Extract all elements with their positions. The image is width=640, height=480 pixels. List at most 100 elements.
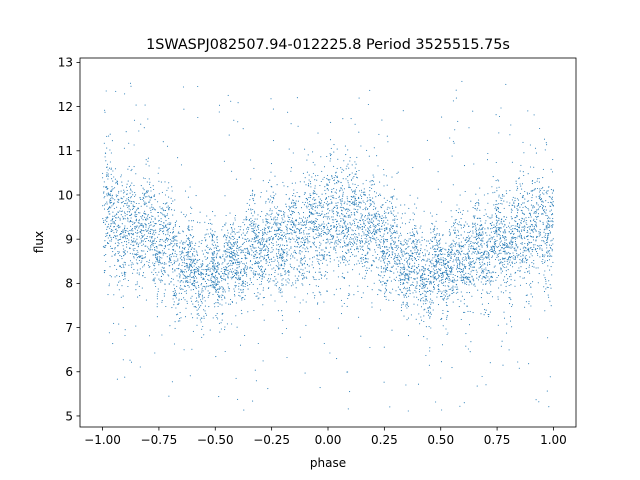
data-point bbox=[498, 229, 501, 231]
data-point bbox=[297, 125, 299, 127]
data-point bbox=[483, 194, 485, 196]
data-point bbox=[493, 231, 495, 233]
data-point bbox=[140, 262, 142, 264]
data-point bbox=[482, 270, 484, 272]
data-point bbox=[478, 238, 480, 240]
data-point bbox=[493, 249, 496, 251]
data-point bbox=[388, 250, 390, 253]
data-point bbox=[364, 243, 366, 245]
data-point bbox=[397, 255, 399, 257]
data-point bbox=[547, 224, 549, 226]
data-point bbox=[389, 201, 391, 203]
data-point bbox=[116, 196, 118, 198]
data-point bbox=[365, 240, 367, 242]
data-point bbox=[535, 209, 538, 211]
data-point bbox=[286, 253, 288, 255]
data-point bbox=[530, 247, 532, 249]
data-point bbox=[421, 273, 424, 275]
data-point bbox=[125, 241, 128, 243]
data-point bbox=[439, 259, 441, 261]
data-point bbox=[285, 206, 287, 208]
data-point bbox=[393, 243, 395, 246]
data-point bbox=[180, 298, 183, 300]
data-point bbox=[143, 200, 145, 202]
data-point bbox=[123, 147, 125, 149]
data-point bbox=[277, 227, 279, 229]
data-point bbox=[282, 250, 284, 252]
data-point bbox=[295, 200, 297, 202]
data-point bbox=[495, 219, 497, 221]
data-point bbox=[271, 239, 274, 241]
data-point bbox=[140, 241, 143, 243]
data-point bbox=[313, 244, 315, 246]
data-point bbox=[533, 246, 535, 248]
data-point bbox=[282, 244, 284, 246]
data-point bbox=[517, 209, 519, 211]
data-point bbox=[205, 286, 207, 288]
data-point bbox=[113, 202, 115, 204]
data-point bbox=[166, 256, 168, 258]
data-point bbox=[416, 284, 418, 286]
data-point bbox=[319, 225, 321, 227]
data-point bbox=[297, 212, 299, 214]
data-point bbox=[137, 296, 139, 298]
data-point bbox=[431, 237, 433, 239]
data-point bbox=[227, 232, 229, 234]
data-point bbox=[152, 262, 154, 264]
data-point bbox=[211, 238, 213, 240]
data-point bbox=[270, 235, 272, 237]
data-point bbox=[116, 213, 118, 215]
data-point bbox=[451, 216, 453, 218]
data-point bbox=[144, 257, 146, 259]
data-point bbox=[449, 229, 451, 231]
data-point bbox=[547, 239, 549, 241]
data-point bbox=[361, 195, 363, 198]
data-point bbox=[208, 275, 210, 277]
data-point bbox=[212, 239, 214, 242]
data-point bbox=[535, 267, 537, 269]
data-point bbox=[510, 216, 512, 218]
data-point bbox=[330, 234, 332, 236]
data-point bbox=[317, 260, 319, 263]
data-point bbox=[468, 292, 471, 294]
data-point bbox=[251, 267, 254, 269]
data-point bbox=[379, 193, 381, 195]
data-point bbox=[422, 267, 424, 269]
data-point bbox=[275, 222, 277, 224]
data-point bbox=[551, 225, 553, 228]
data-point bbox=[346, 232, 348, 234]
data-point bbox=[408, 277, 410, 279]
data-point bbox=[376, 155, 378, 157]
data-point bbox=[142, 275, 144, 277]
data-point bbox=[193, 269, 195, 271]
data-point bbox=[280, 292, 282, 294]
data-point bbox=[188, 238, 190, 240]
data-point bbox=[116, 180, 118, 182]
data-point bbox=[129, 188, 132, 190]
data-point bbox=[322, 257, 325, 259]
data-point bbox=[416, 230, 418, 232]
data-point bbox=[230, 257, 232, 259]
data-point bbox=[435, 401, 437, 403]
data-point bbox=[547, 265, 549, 267]
data-point bbox=[149, 248, 151, 250]
data-point bbox=[457, 229, 459, 231]
data-point bbox=[472, 230, 474, 232]
data-point bbox=[248, 227, 250, 229]
data-point bbox=[200, 242, 202, 244]
data-point bbox=[442, 253, 444, 255]
data-point bbox=[228, 303, 230, 305]
data-point bbox=[154, 352, 156, 354]
data-point bbox=[501, 223, 503, 225]
data-point bbox=[163, 295, 165, 297]
data-point bbox=[124, 278, 126, 280]
data-point bbox=[398, 274, 400, 276]
data-point bbox=[423, 258, 425, 260]
data-point bbox=[339, 288, 341, 290]
data-point bbox=[200, 321, 202, 323]
data-point bbox=[505, 282, 507, 284]
data-point bbox=[550, 305, 552, 307]
data-point bbox=[369, 199, 371, 201]
data-point bbox=[524, 261, 526, 263]
data-point bbox=[433, 288, 435, 291]
